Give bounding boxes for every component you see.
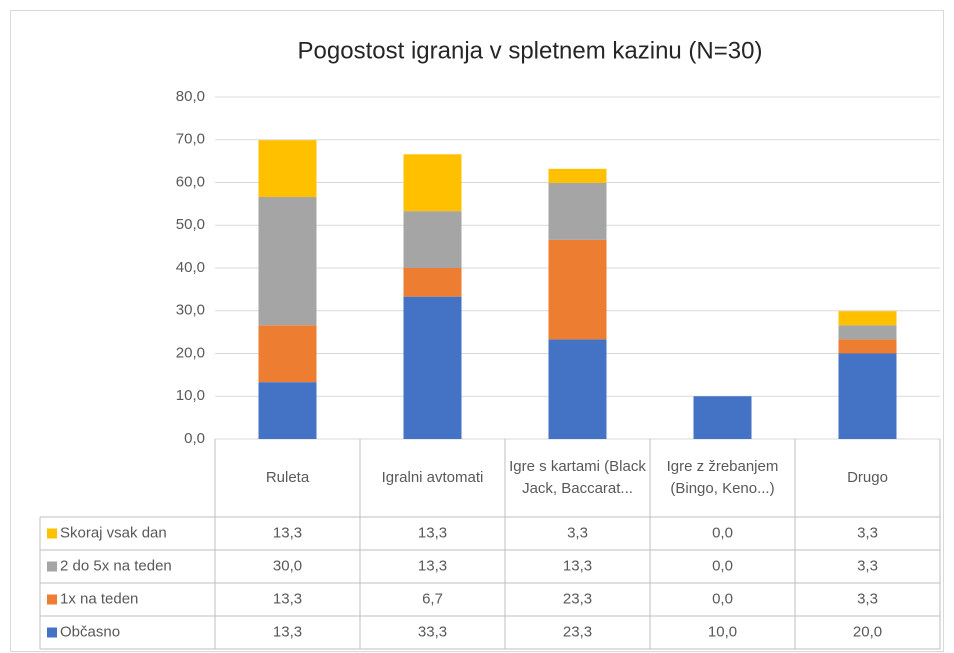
x-tick-label: Ruleta	[265, 469, 310, 486]
data-label: 0,0	[712, 524, 733, 541]
bar-segment	[403, 268, 462, 297]
data-label: 3,3	[857, 590, 878, 607]
y-tick-label: 20,0	[176, 344, 205, 361]
y-tick-label: 10,0	[176, 387, 205, 404]
category-cell: Ruleta	[265, 469, 310, 486]
bar-segment	[548, 339, 607, 439]
legend-label: 2 do 5x na teden	[60, 557, 172, 574]
bar-segment	[838, 353, 897, 439]
data-label: 30,0	[273, 557, 302, 574]
y-tick-label: 0,0	[184, 430, 205, 447]
y-tick-label: 30,0	[176, 302, 205, 319]
bar-segment	[548, 239, 607, 340]
data-label: 13,3	[273, 623, 302, 640]
data-label: 23,3	[563, 623, 592, 640]
bar-segment	[403, 154, 462, 212]
x-tick-label: Igre z žrebanjem (Bingo, Keno...)	[666, 458, 779, 497]
bar-segment	[693, 396, 752, 439]
category-cell: Igre z žrebanjem (Bingo, Keno...)	[666, 458, 779, 497]
data-label: 3,3	[857, 524, 878, 541]
data-label: 33,3	[418, 623, 447, 640]
chart-title: Pogostost igranja v spletnem kazinu (N=3…	[298, 37, 763, 64]
legend-swatch	[47, 627, 57, 638]
y-tick-label: 50,0	[176, 216, 205, 233]
y-tick-label: 60,0	[176, 173, 205, 190]
y-tick-label: 70,0	[176, 131, 205, 148]
data-label: 3,3	[857, 557, 878, 574]
bar-segment	[838, 339, 897, 354]
data-label: 10,0	[708, 623, 737, 640]
data-label: 13,3	[563, 557, 592, 574]
data-label: 13,3	[418, 557, 447, 574]
bar-segment	[258, 325, 317, 383]
bar-segment	[838, 311, 897, 326]
legend-swatch	[47, 561, 57, 572]
bar-segment	[258, 382, 317, 439]
bar-segment	[838, 325, 897, 340]
data-label: 23,3	[563, 590, 592, 607]
data-label: 13,3	[273, 590, 302, 607]
x-tick-label: Igre s kartami (Black Jack, Baccarat...	[509, 458, 646, 497]
category-cell: Igre s kartami (Black Jack, Baccarat...	[509, 458, 646, 497]
bar-segment	[258, 197, 317, 326]
data-label: 20,0	[853, 623, 882, 640]
data-label: 0,0	[712, 557, 733, 574]
bar-segment	[548, 168, 607, 183]
legend-swatch	[47, 594, 57, 605]
category-cell: Drugo	[847, 469, 888, 486]
data-label: 13,3	[273, 524, 302, 541]
y-tick-label: 80,0	[176, 88, 205, 105]
data-label: 13,3	[418, 524, 447, 541]
x-tick-label: Igralni avtomati	[381, 469, 484, 486]
legend-label: Skoraj vsak dan	[60, 524, 167, 541]
legend-label: Občasno	[60, 623, 120, 640]
legend-label: 1x na teden	[60, 590, 138, 607]
legend-swatch	[47, 528, 57, 539]
bar-segment	[548, 182, 607, 240]
data-label: 3,3	[567, 524, 588, 541]
bar-segment	[403, 296, 462, 439]
data-label: 6,7	[422, 590, 443, 607]
y-tick-label: 40,0	[176, 259, 205, 276]
category-cell: Igralni avtomati	[381, 469, 484, 486]
x-tick-label: Drugo	[847, 469, 888, 486]
chart-frame	[10, 10, 944, 652]
bar-segment	[258, 140, 317, 198]
bar-segment	[403, 211, 462, 268]
data-label: 0,0	[712, 590, 733, 607]
